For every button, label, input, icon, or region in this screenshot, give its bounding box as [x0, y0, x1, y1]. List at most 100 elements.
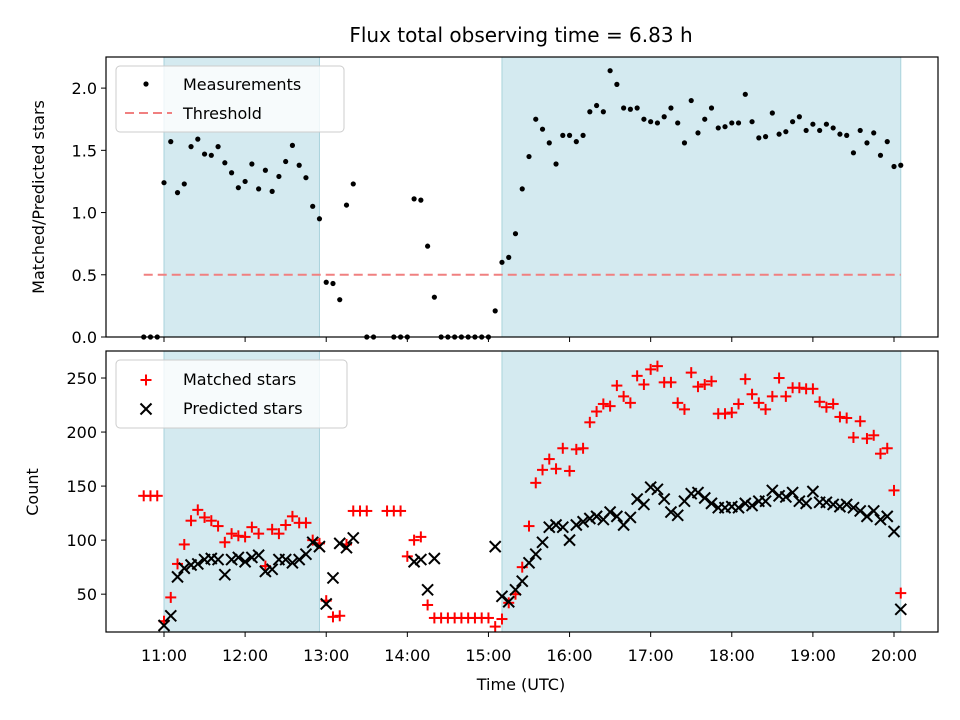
measurement-point [877, 152, 884, 158]
measurement-point [256, 186, 262, 192]
matched-star-point [219, 536, 231, 548]
y-tick-label: 1.0 [72, 204, 97, 223]
measurement-point [337, 297, 343, 303]
predicted-star-point [644, 480, 657, 494]
matched-star-point [881, 442, 893, 454]
measurement-point [695, 130, 701, 136]
matched-star-point [847, 431, 859, 443]
measurement-point [431, 294, 437, 300]
measurement-point [242, 178, 248, 185]
predicted-star-point [549, 518, 563, 532]
matched-star-point [523, 520, 535, 532]
measurement-point [830, 125, 836, 131]
predicted-star-point [874, 513, 887, 526]
predicted-star-point [265, 563, 279, 576]
matched-star-point [185, 515, 197, 527]
measurement-point [506, 254, 512, 260]
measurement-point [668, 105, 674, 111]
predicted-star-point [881, 510, 894, 523]
predicted-star-point [516, 574, 529, 588]
matched-star-point [807, 383, 819, 395]
matched-star-point [482, 612, 494, 624]
matched-star-point [543, 453, 555, 465]
matched-star-point [489, 621, 501, 633]
matched-star-point [753, 397, 765, 409]
predicted-star-point [576, 515, 590, 528]
measurement-point [607, 68, 613, 74]
predicted-star-point [570, 518, 583, 532]
predicted-star-point [603, 505, 617, 519]
matched-star-point [151, 490, 163, 502]
measurement-point [310, 203, 316, 209]
predicted-star-point [407, 555, 421, 568]
matched-star-point [706, 375, 717, 387]
matched-star-point [273, 528, 285, 540]
predicted-star-point [509, 583, 522, 597]
measurement-point [573, 139, 579, 145]
x-tick-label: 16:00 [547, 646, 593, 665]
matched-star-point [638, 379, 650, 391]
matched-star-point [766, 390, 778, 402]
predicted-star-point [522, 556, 536, 570]
matched-star-point [496, 613, 508, 625]
matched-star-point [401, 550, 413, 562]
x-axis-label: Time (UTC) [476, 675, 565, 694]
measurement-point [675, 120, 681, 126]
matched-star-point [861, 433, 873, 445]
matched-star-point [395, 505, 407, 517]
predicted-star-point [171, 570, 184, 584]
matched-star-point [827, 398, 839, 410]
matched-star-point [692, 381, 704, 393]
measurement-point [762, 134, 769, 140]
measurement-point [817, 127, 823, 134]
matched-star-point [719, 408, 731, 420]
measurement-point [600, 109, 606, 115]
predicted-star-point [556, 520, 570, 534]
measurement-point [776, 131, 782, 137]
matched-star-point [604, 400, 616, 412]
measurement-point [546, 140, 552, 146]
predicted-star-point [238, 555, 252, 568]
matched-star-point [300, 517, 312, 529]
predicted-star-point [232, 551, 245, 564]
predicted-star-point [563, 533, 576, 547]
matched-star-point [726, 407, 738, 419]
matched-star-point [557, 442, 569, 454]
measurement-point [593, 102, 600, 109]
measurement-point [181, 181, 187, 187]
x-tick-label: 15:00 [465, 646, 511, 665]
measurement-point [641, 116, 647, 122]
predicted-star-point [793, 495, 806, 508]
measurement-point [418, 197, 424, 203]
predicted-star-point [502, 595, 515, 608]
matched-star-point [645, 363, 657, 375]
measurement-point [648, 119, 654, 125]
legend-matched-marker [140, 374, 152, 386]
measurement-point [850, 150, 857, 156]
predicted-star-point [421, 583, 434, 597]
y-tick-label: 0.0 [72, 328, 97, 347]
measurement-point [296, 162, 302, 168]
predicted-star-point [259, 565, 272, 578]
predicted-star-point [745, 499, 759, 512]
x-tick-label: 18:00 [709, 646, 755, 665]
measurement-point [526, 153, 532, 160]
bottom-plot-frame [105, 350, 939, 633]
predicted-star-point [894, 603, 907, 616]
predicted-star-point [333, 537, 346, 550]
matched-star-point [699, 379, 711, 391]
legend-measurements-marker [143, 81, 149, 87]
matched-star-point [665, 376, 677, 388]
predicted-star-point [657, 492, 671, 506]
measurement-point [350, 181, 356, 187]
matched-star-point [841, 412, 853, 424]
measurement-point [168, 139, 174, 145]
matched-star-point [577, 442, 589, 454]
measurement-point [715, 125, 721, 131]
matched-star-point [780, 390, 792, 402]
matched-star-point [773, 372, 785, 384]
y-tick-label: 200 [66, 423, 97, 442]
measurement-point [587, 109, 593, 115]
matched-star-point [205, 515, 217, 527]
